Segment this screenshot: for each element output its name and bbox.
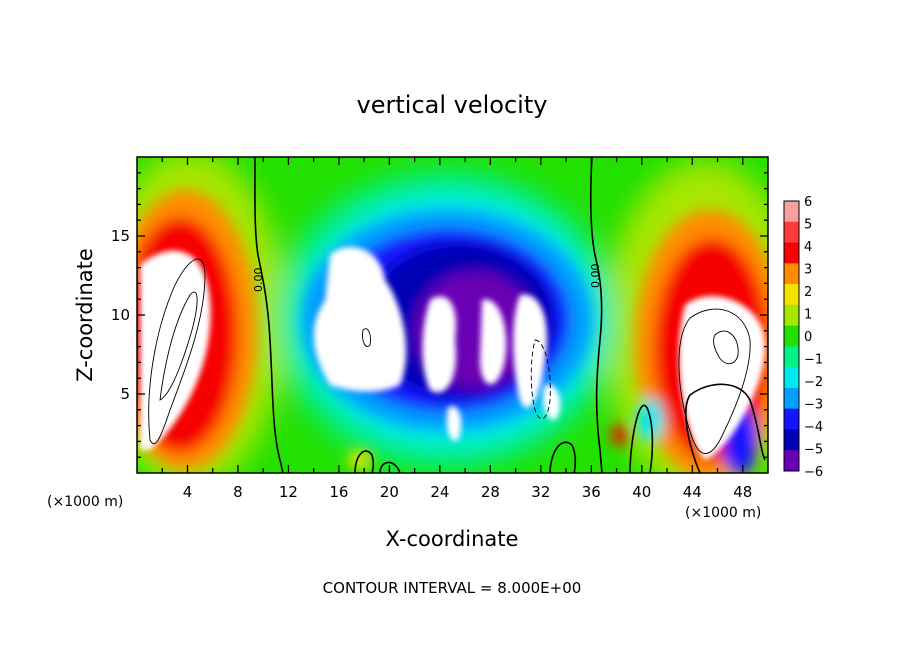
colorbar-swatch	[784, 367, 799, 389]
colorbar-swatch	[784, 387, 799, 410]
x-units-right: (×1000 m)	[685, 505, 761, 521]
y-axis-ticks: 5 10 15	[111, 172, 768, 458]
colorbar-swatch	[784, 263, 799, 285]
colorbar-swatch	[784, 221, 799, 244]
colorbar-label: −3	[804, 398, 823, 413]
colorbar-label: −4	[804, 420, 823, 435]
x-tick-label: 4	[183, 483, 193, 501]
colorbar-swatch	[784, 325, 799, 347]
colorbar-swatch	[784, 284, 799, 306]
colorbar-swatch	[784, 304, 799, 327]
x-tick-label: 44	[683, 483, 702, 501]
colorbar-label: −5	[804, 443, 823, 458]
colorbar-label: 1	[804, 308, 812, 323]
colorbar-label: −6	[804, 465, 823, 480]
colorbar: 6 5 4 3 2 1 0 −1 −2 −3 −4 −5 −6	[783, 195, 823, 480]
x-tick-label: 48	[733, 483, 752, 501]
x-tick-label: 8	[233, 483, 243, 501]
x-tick-label: 16	[329, 483, 348, 501]
contour-interval-note: CONTOUR INTERVAL = 8.000E+00	[323, 579, 582, 597]
x-axis-ticks: 4 8 12 16 20 24 28 32 36 40 44 48	[161, 157, 752, 501]
colorbar-label: 5	[804, 218, 812, 233]
colorbar-label: −1	[804, 353, 823, 368]
x-tick-label: 40	[632, 483, 651, 501]
x-tick-label: 28	[481, 483, 500, 501]
x-tick-label: 12	[279, 483, 298, 501]
x-axis-label: X-coordinate	[386, 527, 519, 551]
chart-title: vertical velocity	[357, 91, 548, 119]
x-tick-label: 24	[430, 483, 449, 501]
x-tick-label: 20	[380, 483, 399, 501]
contour-label-right: 0.00	[589, 264, 602, 289]
colorbar-label: 0	[804, 330, 812, 345]
colorbar-label: 2	[804, 285, 812, 300]
colorbar-swatch	[784, 450, 799, 472]
colorbar-swatch	[784, 429, 799, 451]
y-tick-label: 5	[120, 385, 130, 403]
colorbar-swatch	[784, 408, 799, 430]
colorbar-swatch	[784, 346, 799, 368]
colorbar-label: −2	[804, 375, 823, 390]
contour-label-left: 0.00	[252, 268, 265, 293]
x-tick-label: 36	[582, 483, 601, 501]
colorbar-label: 4	[804, 240, 812, 255]
y-axis-label: Z-coordinate	[73, 248, 97, 382]
velocity-field: 0.00 0.00	[137, 157, 768, 473]
x-tick-label: 32	[531, 483, 550, 501]
x-units-left: (×1000 m)	[47, 494, 123, 510]
colorbar-swatch	[784, 201, 799, 223]
colorbar-label: 3	[804, 263, 812, 278]
y-tick-label: 10	[111, 306, 130, 324]
y-tick-label: 15	[111, 227, 130, 245]
colorbar-frame	[783, 200, 800, 472]
colorbar-label: 6	[804, 195, 812, 210]
colorbar-swatch	[784, 242, 799, 264]
